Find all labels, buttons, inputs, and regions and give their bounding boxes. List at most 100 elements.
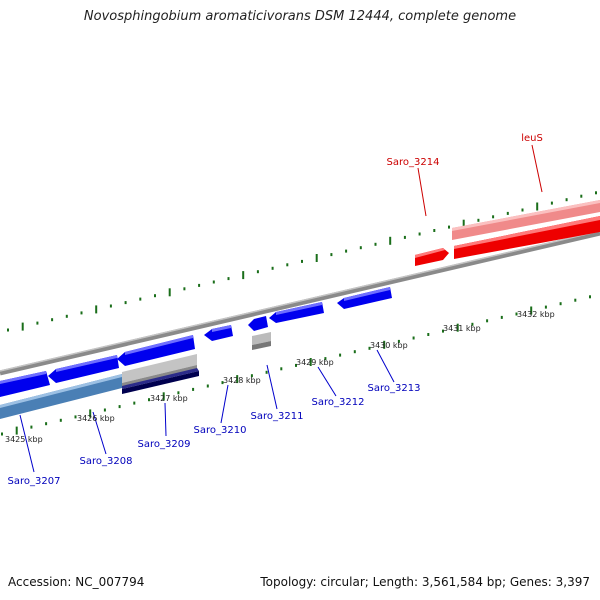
scale-label: 3432 kbp (517, 310, 555, 319)
minor-tick (324, 357, 327, 361)
gene-arrow-3209-highlight (125, 335, 193, 355)
gene-steel-bar[interactable] (0, 374, 122, 419)
gene-arrow-3207-highlight (0, 371, 46, 384)
gene-Saro_3214-arrow[interactable] (415, 248, 449, 266)
minor-tick (118, 405, 121, 409)
major-tick (530, 306, 533, 315)
minor-tick (442, 329, 444, 333)
major-tick (315, 254, 318, 262)
minor-tick (148, 398, 150, 402)
major-tick (383, 340, 386, 349)
gene-arrow-3208[interactable] (48, 355, 119, 383)
minor-tick (198, 283, 201, 287)
minor-tick (212, 280, 215, 284)
gene-arrow-3210-highlight (212, 325, 231, 332)
gene-arrow-3207[interactable] (0, 371, 50, 397)
minor-tick (7, 328, 9, 332)
minor-tick (59, 418, 62, 422)
minor-tick (448, 225, 450, 229)
major-tick (462, 219, 465, 228)
gene-label-forward[interactable]: leuS (521, 133, 543, 144)
gene-label-reverse[interactable]: Saro_3211 (251, 411, 304, 422)
major-tick (456, 323, 459, 332)
major-tick (15, 426, 18, 435)
minor-tick (574, 298, 577, 302)
minor-tick (418, 232, 421, 236)
scale-label: 3425 kbp (5, 435, 43, 444)
gene-label-reverse[interactable]: Saro_3212 (312, 397, 365, 408)
minor-tick (1, 432, 3, 436)
gene-grey-block-shadow (252, 341, 271, 350)
minor-tick (65, 314, 68, 318)
gene-grey-block[interactable] (252, 332, 271, 345)
major-tick (89, 409, 92, 418)
gene-label-reverse[interactable]: Saro_3208 (80, 456, 133, 467)
minor-tick (45, 422, 48, 426)
gene-arrow-3209[interactable] (117, 335, 195, 366)
minor-tick (521, 208, 524, 212)
scale-label: 3429 kbp (296, 358, 334, 367)
minor-tick (36, 321, 39, 325)
outer-tick-row (7, 191, 597, 332)
minor-tick (433, 229, 436, 232)
major-tick (162, 392, 165, 401)
minor-tick (412, 336, 415, 340)
scale-label: 3427 kbp (150, 394, 188, 403)
gene-arrow-3211[interactable] (248, 316, 268, 331)
major-tick (236, 375, 239, 384)
major-tick (168, 288, 171, 297)
minor-tick (595, 191, 597, 195)
minor-tick (544, 305, 547, 309)
minor-tick (359, 246, 362, 250)
minor-tick (559, 302, 562, 306)
minor-tick (271, 266, 274, 270)
gene-navy-bar-top (122, 368, 199, 389)
gene-grey-bar[interactable] (122, 354, 197, 383)
minor-tick (256, 270, 259, 274)
gene-label-reverse[interactable]: Saro_3210 (194, 425, 247, 436)
minor-tick (353, 350, 356, 354)
minor-tick (139, 297, 142, 301)
gene-label-forward[interactable]: Saro_3214 (387, 157, 440, 168)
gene-Saro_3214-highlight (415, 248, 445, 258)
major-tick (536, 202, 539, 211)
minor-tick (565, 198, 568, 202)
gene-label-reverse[interactable]: Saro_3213 (368, 383, 421, 394)
minor-tick (74, 415, 77, 419)
minor-tick (339, 353, 342, 357)
major-tick (242, 271, 245, 280)
gene-label-reverse[interactable]: Saro_3207 (8, 476, 61, 487)
minor-tick (280, 367, 283, 371)
major-tick (389, 236, 392, 245)
inner-tick-row (1, 295, 591, 436)
minor-tick (133, 401, 136, 405)
minor-tick (265, 370, 268, 374)
minor-tick (471, 322, 474, 326)
scale-label: 3431 kbp (443, 324, 481, 333)
scale-label: 3430 kbp (370, 341, 408, 350)
minor-tick (345, 249, 348, 253)
minor-tick (109, 304, 112, 308)
gene-label-reverse[interactable]: Saro_3209 (138, 439, 191, 450)
minor-tick (486, 319, 489, 323)
minor-tick (227, 277, 230, 281)
reverse-leader-lines (19, 349, 395, 473)
minor-tick (154, 294, 156, 298)
minor-tick (183, 287, 186, 291)
minor-tick (427, 333, 430, 336)
minor-tick (368, 346, 371, 350)
minor-tick (250, 374, 253, 378)
minor-tick (124, 301, 127, 305)
minor-tick (500, 315, 503, 319)
minor-tick (192, 387, 195, 391)
minor-tick (301, 259, 303, 263)
minor-tick (580, 194, 583, 198)
gene-navy-bar[interactable] (122, 371, 199, 394)
minor-tick (589, 295, 591, 299)
gene-leuS-highlight (454, 216, 600, 249)
minor-tick (515, 312, 518, 316)
minor-tick (506, 211, 509, 215)
scale-label: 3426 kbp (77, 414, 115, 423)
